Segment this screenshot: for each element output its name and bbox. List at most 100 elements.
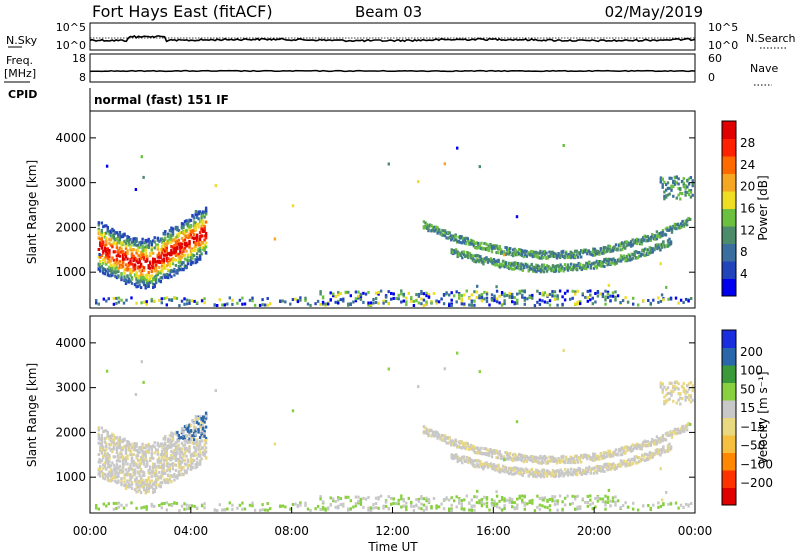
velocity-pixel — [592, 455, 595, 459]
power-pixel — [563, 291, 567, 295]
power-pixel — [201, 210, 205, 214]
velocity-pixel — [574, 454, 577, 458]
freq-tick-top: 18 — [72, 52, 86, 65]
velocity-pixel — [141, 449, 144, 453]
velocity-pixel — [470, 508, 473, 512]
power-pixel — [332, 292, 335, 296]
power-pixel — [168, 264, 172, 268]
velocity-pixel — [577, 466, 580, 470]
power-pixel — [493, 294, 496, 298]
power-pixel — [528, 296, 531, 299]
power-pixel — [126, 280, 129, 284]
velocity-pixel — [99, 465, 102, 469]
velocity-pixel — [158, 476, 161, 480]
power-pixel — [553, 268, 556, 272]
power-pixel — [147, 266, 150, 270]
velocity-pixel — [170, 439, 173, 443]
velocity-pixel — [197, 452, 200, 456]
power-pixel — [619, 248, 622, 252]
velocity-pixel — [601, 467, 605, 471]
velocity-pixel — [521, 459, 524, 462]
velocity-pixel — [186, 448, 190, 452]
power-pixel — [503, 292, 506, 296]
power-pixel — [580, 249, 583, 253]
velocity-pixel — [97, 472, 100, 476]
velocity-pixel — [464, 459, 467, 463]
power-pixel — [170, 229, 173, 233]
power-pixel — [670, 230, 674, 234]
power-pixel — [523, 290, 526, 294]
velocity-pixel — [102, 447, 105, 451]
velocity-pixel — [377, 506, 380, 510]
velocity-pixel — [183, 448, 187, 452]
power-pixel — [170, 270, 173, 274]
velocity-pixel — [306, 507, 310, 511]
power-pixel — [542, 252, 545, 255]
power-pixel — [476, 259, 479, 263]
velocity-pixel — [522, 460, 525, 464]
power-pixel — [641, 248, 644, 252]
velocity-pixel — [279, 504, 282, 508]
power-pixel — [117, 275, 120, 279]
power-pixel — [129, 262, 132, 266]
velocity-pixel — [231, 507, 234, 511]
velocity-pixel — [478, 499, 481, 503]
power-pixel — [427, 293, 431, 296]
power-pixel — [571, 251, 574, 255]
power-pixel — [183, 246, 187, 250]
power-pixel — [638, 255, 641, 259]
velocity-pixel — [115, 451, 119, 455]
velocity-pixel — [162, 466, 165, 470]
velocity-pixel — [105, 429, 108, 433]
power-pixel — [505, 252, 509, 256]
velocity-pixel — [189, 435, 193, 439]
power-pixel — [459, 254, 462, 257]
power-pixel — [462, 250, 465, 254]
velocity-pixel — [188, 437, 191, 441]
power-pixel — [682, 224, 686, 228]
velocity-pixel — [108, 446, 111, 450]
power-pixel — [496, 247, 500, 251]
velocity-pixel — [503, 497, 506, 501]
velocity-pixel — [123, 462, 126, 466]
velocity-pixel — [555, 459, 559, 463]
power-pixel — [228, 296, 231, 300]
velocity-pixel — [452, 453, 455, 457]
power-pixel — [186, 224, 190, 227]
velocity-pixel — [485, 462, 488, 466]
velocity-pixel — [685, 423, 689, 427]
power-pixel — [637, 238, 640, 242]
velocity-pixel — [453, 456, 456, 460]
velocity-pixel — [468, 457, 471, 461]
power-pixel — [115, 254, 119, 258]
power-pixel — [518, 248, 521, 251]
velocity-pixel — [578, 457, 581, 461]
velocity-pixel — [492, 451, 495, 455]
velocity-pixel — [321, 505, 325, 509]
power-pixel — [114, 237, 117, 241]
velocity-pixel — [153, 462, 156, 466]
power-pixel — [427, 224, 430, 228]
velocity-pixel — [519, 458, 522, 462]
power-pixel — [144, 277, 147, 281]
velocity-pixel — [510, 457, 513, 461]
velocity-pixel — [523, 507, 526, 511]
velocity-pixel — [174, 447, 178, 451]
velocity-pixel — [291, 503, 295, 506]
velocity-pixel — [191, 441, 194, 445]
power-pixel — [619, 254, 623, 258]
power-pixel — [146, 239, 149, 243]
velocity-pixel — [349, 507, 352, 511]
power-pixel — [432, 292, 436, 295]
power-pixel — [130, 262, 134, 266]
velocity-pixel — [136, 458, 140, 462]
power-pixel — [621, 299, 625, 303]
velocity-pixel — [474, 465, 478, 469]
power-pixel — [571, 296, 574, 300]
velocity-pixel — [200, 417, 203, 420]
velocity-pixel — [495, 505, 499, 509]
power-pixel — [141, 244, 144, 248]
power-pixel — [106, 229, 109, 233]
velocity-pixel — [112, 441, 116, 445]
velocity-pixel — [180, 451, 184, 454]
